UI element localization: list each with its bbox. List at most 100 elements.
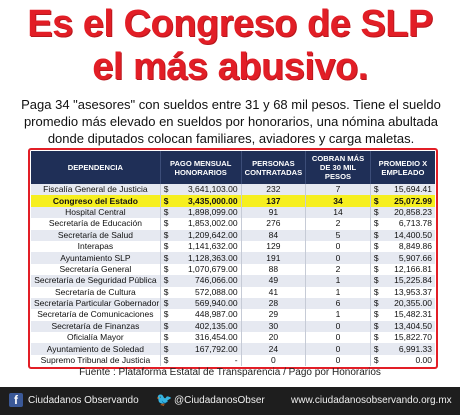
currency-sign: $ [163, 320, 169, 331]
currency-sign: $ [373, 195, 379, 206]
table-row: Secretaría General $1,070,679.00 88 2 $12,16… [31, 263, 435, 276]
currency-sign: $ [163, 218, 169, 229]
currency-sign: $ [373, 252, 379, 263]
currency-sign: $ [373, 206, 379, 217]
cell-promedio: $12,166.81 [370, 263, 435, 276]
cell-pago-value: 1,128,363.00 [187, 252, 238, 263]
cell-pago-value: 569,940.00 [195, 298, 238, 309]
cell-cobran: 34 [305, 195, 371, 207]
cell-dependencia: Secretaría Particular Gobernador [31, 297, 161, 310]
cell-personas: 24 [241, 343, 307, 355]
cell-promedio: $13,404.50 [370, 320, 435, 333]
cell-promedio: $6,713.78 [370, 218, 435, 230]
currency-sign: $ [373, 241, 379, 252]
cell-promedio-value: 13,953.37 [394, 286, 432, 297]
currency-sign: $ [373, 298, 379, 309]
cell-dependencia: Fiscalía General de Justicia [31, 184, 161, 196]
currency-sign: $ [163, 332, 169, 343]
cell-pago: $569,940.00 [160, 297, 242, 310]
cell-pago: $402,135.00 [160, 320, 242, 333]
cell-cobran: 6 [305, 297, 371, 310]
cell-cobran: 1 [305, 286, 371, 298]
cell-dependencia: Secretaría de Seguridad Pública [31, 275, 161, 287]
cell-promedio-value: 14,400.50 [394, 229, 432, 240]
currency-sign: $ [163, 309, 169, 320]
cell-pago: $167,792.00 [160, 343, 242, 355]
cell-cobran: 0 [305, 343, 371, 355]
cell-promedio: $15,694.41 [370, 184, 435, 196]
cell-cobran: 1 [305, 309, 371, 321]
cell-pago-value: 316,454.00 [195, 332, 238, 343]
col-header-promedio: PROMEDIO X EMPLEADO [370, 151, 435, 184]
cell-pago: $3,641,103.00 [160, 184, 242, 196]
cell-personas: 232 [241, 184, 307, 196]
col-header-personas: PERSONAS CONTRATADAS [241, 151, 307, 184]
cell-dependencia: Congreso del Estado [31, 195, 161, 207]
table-header-row: DEPENDENCIA PAGO MENSUAL HONORARIOS PERS… [31, 151, 435, 184]
cell-dependencia: Supremo Tribunal de Justicia [31, 354, 161, 367]
cell-pago: $1,070,679.00 [160, 263, 242, 276]
cell-dependencia: Ayuntamiento SLP [31, 252, 161, 264]
cell-promedio-value: 13,404.50 [394, 320, 432, 331]
twitter-icon[interactable]: 🐦 [156, 392, 173, 407]
cell-promedio: $0.00 [370, 354, 435, 367]
cell-personas: 28 [241, 297, 307, 310]
cell-cobran: 5 [305, 229, 371, 241]
cell-dependencia: Hospital Central [31, 206, 161, 219]
cell-cobran: 0 [305, 252, 371, 264]
cell-cobran: 2 [305, 218, 371, 230]
cell-pago: $3,435,000.00 [160, 195, 242, 207]
facebook-handle[interactable]: Ciudadanos Observando [28, 395, 139, 406]
cell-dependencia: Secretaría de Cultura [31, 286, 161, 298]
cell-promedio: $13,953.37 [370, 286, 435, 298]
facebook-icon[interactable]: f [9, 393, 23, 407]
cell-promedio-value: 6,991.33 [398, 343, 432, 354]
currency-sign: $ [163, 263, 169, 274]
currency-sign: $ [373, 320, 379, 331]
col-header-cobran: COBRAN MÁS DE 30 MIL PESOS [305, 151, 371, 184]
cell-pago-value: 1,141,632.00 [187, 241, 238, 252]
website-link[interactable]: www.ciudadanosobservando.org.mx [291, 395, 452, 406]
footer-bar: f Ciudadanos Observando 🐦 @CiudadanosObs… [0, 387, 460, 415]
cell-personas: 29 [241, 309, 307, 321]
cell-promedio: $20,858.23 [370, 206, 435, 219]
col-header-pago: PAGO MENSUAL HONORARIOS [160, 151, 242, 184]
cell-cobran: 7 [305, 184, 371, 196]
currency-sign: $ [163, 275, 169, 286]
cell-cobran: 0 [305, 320, 371, 333]
cell-pago-value: 1,209,642.00 [187, 229, 238, 240]
cell-promedio: $15,822.70 [370, 332, 435, 344]
table-row: Congreso del Estado $3,435,000.00 137 34 $25… [31, 195, 435, 207]
cell-pago-value: 1,070,679.00 [187, 263, 238, 274]
cell-cobran: 0 [305, 354, 371, 367]
currency-sign: $ [373, 343, 379, 354]
currency-sign: $ [373, 229, 379, 240]
cell-dependencia: Secretaría de Finanzas [31, 320, 161, 333]
table-row: Secretaría de Comunicaciones $448,987.00 2… [31, 309, 435, 321]
cell-personas: 30 [241, 320, 307, 333]
currency-sign: $ [163, 343, 169, 354]
cell-pago: $572,088.00 [160, 286, 242, 298]
cell-pago: $1,853,002.00 [160, 218, 242, 230]
currency-sign: $ [163, 355, 169, 366]
cell-pago: $746,066.00 [160, 275, 242, 287]
cell-dependencia: Ayuntamiento de Soledad [31, 343, 161, 355]
cell-pago: $1,209,642.00 [160, 229, 242, 241]
cell-personas: 84 [241, 229, 307, 241]
intro-text: Paga 34 "asesores" con sueldos entre 31 … [21, 97, 441, 146]
currency-sign: $ [373, 218, 379, 229]
table-row: Ayuntamiento de Soledad $167,792.00 24 0 $6,… [31, 343, 435, 355]
cell-promedio: $14,400.50 [370, 229, 435, 241]
cell-promedio-value: 5,907.66 [398, 252, 432, 263]
table-row: Hospital Central $1,898,099.00 91 14 $20,858… [31, 206, 435, 219]
currency-sign: $ [163, 184, 169, 195]
cell-pago-value: 3,435,000.00 [187, 195, 238, 206]
currency-sign: $ [373, 263, 379, 274]
cell-promedio: $15,482.31 [370, 309, 435, 321]
cell-cobran: 14 [305, 206, 371, 219]
cell-cobran: 2 [305, 263, 371, 276]
twitter-handle[interactable]: @CiudadanosObser [174, 395, 265, 406]
cell-pago-value: 448,987.00 [195, 309, 238, 320]
salary-table-frame: DEPENDENCIA PAGO MENSUAL HONORARIOS PERS… [28, 148, 438, 370]
currency-sign: $ [373, 286, 379, 297]
